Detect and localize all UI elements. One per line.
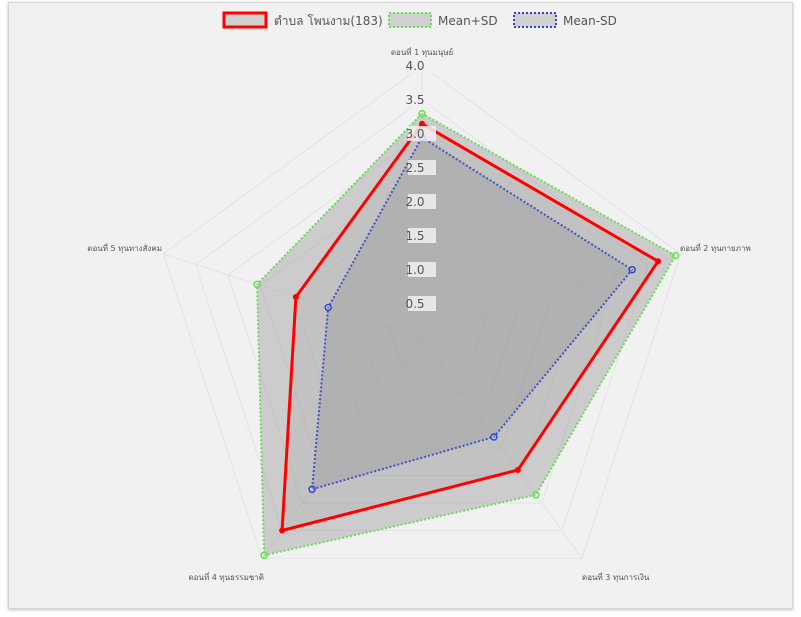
legend-swatch (388, 12, 432, 28)
series-1-point (532, 491, 540, 499)
grid-spoke (421, 337, 583, 559)
tick-label: 2.5 (405, 161, 424, 175)
axis-label: ดอนที่ 1 ทุนมนุษย์ (391, 46, 453, 57)
series-1-point (260, 551, 268, 560)
legend-swatch (513, 12, 557, 28)
grid-spoke (163, 253, 423, 339)
legend-label: Mean+SD (438, 14, 498, 28)
grid-ring (259, 167, 585, 476)
tick-backdrop (408, 126, 436, 141)
series-1-point (418, 109, 426, 118)
tick-label: 2.0 (405, 195, 424, 209)
series-2-point (628, 265, 636, 274)
tick-label: 3.5 (405, 93, 424, 107)
radial-ticks: 0.5 1.0 1.5 2.0 2.5 3.0 3.5 4.0 (405, 58, 436, 311)
tick-backdrop (408, 262, 436, 277)
tick-backdrop (408, 58, 436, 73)
grid-ring (356, 269, 488, 394)
series-2-point (324, 303, 332, 312)
grid-ring (195, 99, 649, 531)
grid-ring (227, 133, 617, 504)
series-2-area (310, 135, 634, 491)
grid-ring (324, 235, 520, 421)
series-0-point (419, 120, 425, 127)
tick-backdrop (408, 92, 436, 107)
series-2-point (308, 485, 316, 494)
tick-backdrop (408, 194, 436, 209)
series-1-area (256, 112, 677, 557)
tick-label: 1.5 (405, 229, 424, 243)
axis-labels: ดอนที่ 1 ทุนมนุษย์ดอนที่ 2 ทุนกายภาพดอนท… (87, 46, 750, 582)
tick-backdrop (408, 160, 436, 175)
series-0-point (655, 258, 662, 265)
legend: ตำบล โพนงาม(183) Mean+SD Mean-SD (222, 11, 617, 29)
series-0-point (292, 294, 299, 300)
chart-panel (8, 2, 793, 609)
tick-label: 1.0 (405, 263, 424, 277)
series-0-point (514, 467, 521, 473)
legend-swatch (222, 11, 268, 29)
legend-label: Mean-SD (563, 14, 617, 28)
legend-label: ตำบล โพนงาม(183) (274, 14, 383, 28)
tick-label: 4.0 (405, 59, 424, 73)
series-0-point (279, 527, 286, 534)
axis-label: ดอนที่ 2 ทุนกายภาพ (680, 242, 751, 253)
axis-label: ดอนที่ 4 ทุนธรรมชาติ (188, 571, 264, 582)
series-2-point (490, 433, 498, 441)
series-0-area (280, 121, 661, 533)
tick-backdrop (408, 296, 436, 311)
grid-spoke (421, 253, 681, 339)
axis-label: ดอนที่ 3 ทุนการเงิน (582, 571, 650, 582)
series-1-point (253, 280, 261, 289)
tick-label: 0.5 (405, 297, 424, 311)
tick-backdrop (408, 228, 436, 243)
axis-label: ดอนที่ 5 ทุนทางสังคม (87, 242, 162, 253)
grid-spoke (261, 337, 423, 559)
radar-series (253, 109, 680, 560)
grid-ring (389, 303, 455, 366)
grid-ring (162, 65, 682, 559)
series-1-point (671, 251, 680, 260)
tick-label: 3.0 (405, 127, 424, 141)
grid-ring (292, 201, 552, 449)
